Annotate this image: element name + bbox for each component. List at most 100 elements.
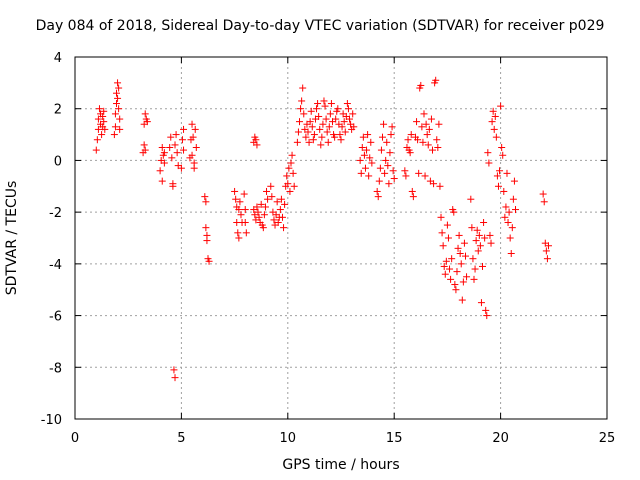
data-point [539,190,547,198]
data-point [502,203,510,211]
data-point [331,133,339,141]
data-point [440,262,448,270]
data-point [452,286,460,294]
data-point [302,133,310,141]
data-point [140,141,148,149]
data-point [454,244,462,252]
data-point [305,138,313,146]
data-point [93,136,101,144]
data-point [263,187,271,195]
data-point [429,146,437,154]
data-point [99,112,107,120]
data-point [417,81,425,89]
x-tick-label: 10 [280,431,297,446]
chart-title: Day 084 of 2018, Sidereal Day-to-day VTE… [35,18,605,34]
data-point [438,229,446,237]
data-point [141,110,149,118]
data-point [289,169,297,177]
data-point [297,105,305,113]
data-point [191,125,199,133]
y-tick-label: 0 [54,154,62,169]
axis-ticks [74,56,608,420]
data-point [180,125,188,133]
data-point [231,187,239,195]
data-point [114,94,122,102]
data-point [257,200,265,208]
data-point [274,218,282,226]
data-point [451,281,459,289]
data-point [319,120,327,128]
data-point [487,239,495,247]
data-point [327,100,335,108]
data-point [336,131,344,139]
data-point [344,105,352,113]
data-point [323,128,331,136]
data-point [304,128,312,136]
data-point [141,146,149,154]
data-point [504,218,512,226]
data-point [115,105,123,113]
data-point [385,180,393,188]
data-point [326,110,334,118]
data-point [359,133,367,141]
data-point [166,144,174,151]
data-point [255,213,263,221]
data-point [201,193,209,201]
data-point [285,164,293,172]
data-point [313,105,321,113]
data-point [507,250,515,258]
data-point [497,102,505,110]
data-point [389,167,397,175]
data-point [317,141,325,149]
tick-labels: 0 5 10 15 20 25 -10 -8 -6 -4 -2 0 2 4 [41,51,616,446]
data-point [260,211,268,219]
data-point [173,149,181,157]
data-point [95,105,103,113]
data-point [286,187,294,195]
data-point [471,265,479,273]
data-point [474,247,482,255]
data-point [483,312,491,320]
data-point [477,299,485,307]
data-point [479,262,487,270]
data-point [94,115,102,123]
data-point [382,156,390,164]
data-point [494,182,502,190]
data-point [112,100,120,108]
y-tick-label: -4 [49,258,62,273]
data-point [156,167,164,175]
data-point [481,234,489,242]
data-point [306,118,314,126]
data-point [160,159,168,167]
data-point [374,193,382,201]
data-point [485,159,493,167]
data-point [390,175,398,183]
data-point [363,146,371,154]
data-point [490,125,498,133]
data-point [188,120,196,128]
data-point [338,123,346,131]
data-point [273,198,281,206]
data-point [543,255,551,263]
data-point [420,110,428,118]
data-point [205,257,213,265]
data-point [499,151,507,159]
data-point [364,131,372,139]
data-point [430,180,438,188]
data-point [287,159,295,167]
y-tick-label: -2 [49,206,62,221]
data-point [298,97,306,105]
data-point [235,234,243,242]
data-point [384,162,392,170]
data-point [418,123,426,131]
data-point [277,195,285,203]
data-point [284,180,292,188]
data-point [308,123,316,131]
data-point [241,206,249,214]
data-point [508,224,516,232]
data-point [235,206,243,214]
data-point [432,76,440,84]
data-point [496,167,504,175]
data-point [242,229,250,237]
data-point [377,146,385,154]
